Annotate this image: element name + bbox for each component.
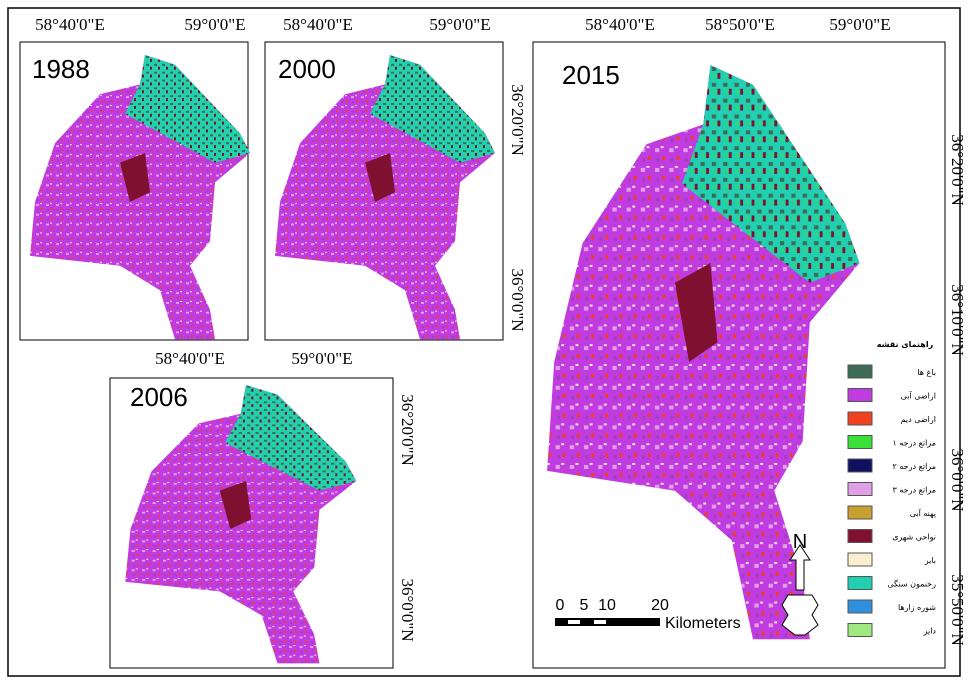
scale-tick-label: 20 — [651, 597, 669, 614]
legend-swatch — [848, 459, 872, 472]
legend-label: مراتع درجه ۳ — [893, 486, 936, 495]
north-label: N — [793, 531, 807, 553]
legend-label: مراتع درجه ۲ — [893, 462, 936, 471]
lat-label: 35°50'0"N — [948, 574, 967, 646]
legend-swatch — [848, 600, 872, 613]
lon-label: 58°40'0"E — [283, 15, 353, 34]
lon-label: 58°50'0"E — [705, 15, 775, 34]
lat-label: 36°0'0"N — [508, 268, 527, 331]
scale-bar-segment — [568, 620, 580, 624]
lon-label: 58°40'0"E — [585, 15, 655, 34]
panel-year: 2006 — [130, 382, 188, 412]
legend-label: اراضی دیم — [901, 415, 936, 424]
lon-label: 58°40'0"E — [35, 15, 105, 34]
figure: 1988 58°40'0"E 59°0'0"E 2000 58°40'0"E 5… — [0, 0, 968, 682]
lon-label: 59°0'0"E — [429, 15, 490, 34]
legend-swatch — [848, 365, 872, 378]
panel-year: 1988 — [32, 54, 90, 84]
lon-label: 59°0'0"E — [829, 15, 890, 34]
legend-swatch — [848, 577, 872, 590]
legend-swatch — [848, 530, 872, 543]
lat-label: 36°20'0"N — [948, 134, 967, 206]
legend-swatch — [848, 483, 872, 496]
lon-label: 59°0'0"E — [291, 349, 352, 368]
lat-label: 36°0'0"N — [948, 448, 967, 511]
lon-label: 59°0'0"E — [184, 15, 245, 34]
legend-swatch — [848, 412, 872, 425]
legend-swatch — [848, 389, 872, 402]
legend-label: باغ ها — [917, 368, 936, 377]
legend-label: بایر — [924, 556, 936, 565]
legend-title: راهنمای نقشه — [877, 340, 934, 349]
scale-tick-label: 0 — [556, 597, 565, 614]
scale-tick-label: 10 — [598, 597, 616, 614]
legend-label: پهنه آبی — [910, 508, 936, 518]
legend-swatch — [848, 624, 872, 637]
scale-tick-label: 5 — [580, 597, 589, 614]
legend: راهنمای نقشه باغ ها اراضی آبی اراضی دیم مرا… — [842, 336, 942, 642]
legend-label: مراتع درجه ۱ — [893, 439, 936, 448]
lat-label: 36°0'0"N — [398, 578, 417, 641]
lat-label: 36°20'0"N — [508, 84, 527, 156]
legend-swatch — [848, 553, 872, 566]
scale-unit: Kilometers — [665, 615, 741, 632]
lat-label: 36°20'0"N — [398, 394, 417, 466]
panel-year: 2015 — [562, 60, 620, 90]
legend-swatch — [848, 436, 872, 449]
legend-label: دایر — [923, 627, 937, 636]
legend-label: شوره زارها — [898, 603, 936, 612]
legend-label: رخنمون سنگی — [887, 579, 936, 589]
legend-label: نواحی شهری — [892, 533, 936, 542]
panel-year: 2000 — [278, 54, 336, 84]
lon-label: 58°40'0"E — [155, 349, 225, 368]
legend-label: اراضی آبی — [901, 391, 936, 401]
lat-label: 36°10'0"N — [948, 284, 967, 356]
scale-bar-segment — [594, 620, 606, 624]
legend-swatch — [848, 506, 872, 519]
